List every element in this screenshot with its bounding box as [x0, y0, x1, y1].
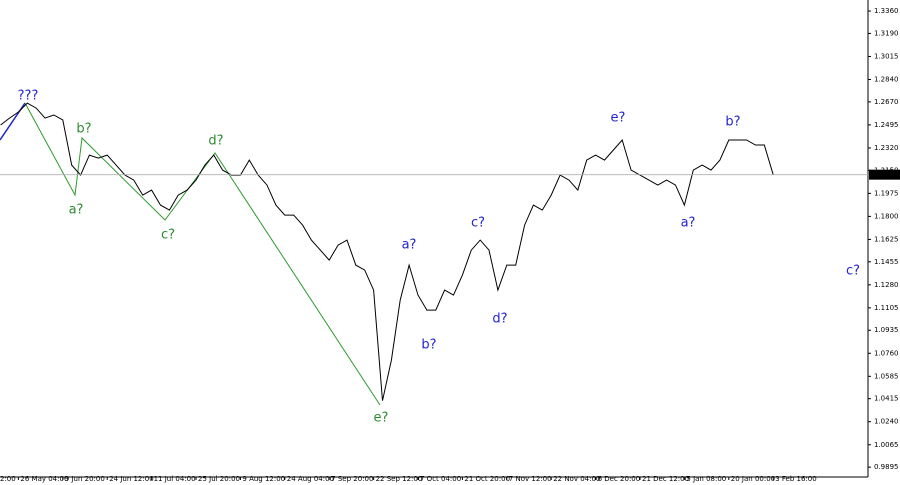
plot: [0, 102, 774, 401]
y-tick-label: 1.2840: [874, 76, 899, 84]
wave-label: e?: [374, 411, 389, 426]
y-tick-label: 1.1105: [874, 304, 899, 312]
wave-label: a?: [402, 238, 417, 253]
y-tick-label: 1.0240: [874, 418, 899, 426]
wave-label: c?: [161, 228, 175, 243]
y-tick-label: 1.2495: [874, 121, 899, 129]
wave-label: b?: [421, 338, 436, 353]
wave-label: c?: [471, 216, 485, 231]
x-tick-label: 24 Jun 12:00: [109, 475, 153, 483]
x-tick-label: 26 May 04:00: [20, 475, 68, 483]
y-tick-label: 1.1800: [874, 212, 899, 220]
x-tick-label: 20 Jan 00:00: [731, 475, 775, 483]
x-tick-label: 22 Sep 12:00: [376, 475, 423, 483]
x-tick-label: 24 Aug 04:00: [287, 475, 334, 483]
y-tick-label: 1.3360: [874, 7, 899, 15]
x-tick-label: 7 Nov 12:00: [509, 475, 552, 483]
y-tick-label: 0.9895: [874, 463, 899, 471]
wave-line: [24, 102, 381, 406]
wave-label: a?: [681, 216, 696, 231]
wave-label: c?: [846, 264, 860, 279]
x-tick-label: 3 Feb 16:00: [775, 475, 816, 483]
x-tick-label: 21 Oct 20:00: [464, 475, 510, 483]
x-tick-label: 2:00: [0, 475, 16, 483]
wave-label: a?: [69, 203, 84, 218]
x-tick-label: 5 Jan 08:00: [686, 475, 726, 483]
price-line: [0, 102, 774, 401]
y-tick-label: 1.1455: [874, 258, 899, 266]
y-tick-label: 1.3190: [874, 29, 899, 37]
y-tick-label: 1.0585: [874, 372, 899, 380]
x-tick-label: 21 Dec 12:00: [642, 475, 689, 483]
wave-label: d?: [208, 134, 223, 149]
wave-label: d?: [492, 312, 507, 327]
y-tick-label: 1.2320: [874, 144, 899, 152]
wave-label: e?: [611, 111, 626, 126]
x-tick-label: 6 Dec 20:00: [598, 475, 641, 483]
x-tick-label: 9 Jun 20:00: [65, 475, 105, 483]
x-tick-label: 22 Nov 04:00: [553, 475, 600, 483]
wave-label: b?: [725, 115, 740, 130]
y-tick-label: 1.0415: [874, 395, 899, 403]
y-tick-label: 1.2670: [874, 98, 899, 106]
x-tick-label: 7 Sep 20:00: [331, 475, 373, 483]
y-tick-label: 1.0065: [874, 441, 899, 449]
wave-label: b?: [76, 122, 91, 137]
x-tick-label: 7 Oct 04:00: [420, 475, 461, 483]
current-price-label: 1.2117: [872, 171, 897, 179]
y-tick-label: 1.0935: [874, 326, 899, 334]
y-tick-label: 1.1975: [874, 189, 899, 197]
wave-label: ???: [18, 89, 39, 104]
y-tick-label: 1.1625: [874, 235, 899, 243]
x-tick-label: 9 Aug 12:00: [242, 475, 285, 483]
y-tick-label: 1.1280: [874, 281, 899, 289]
y-tick-label: 1.0760: [874, 349, 899, 357]
current-price-box: [869, 169, 900, 180]
x-tick-label: 11 Jul 04:00: [154, 475, 196, 483]
y-tick-label: 1.3015: [874, 52, 899, 60]
x-tick-label: 25 Jul 20:00: [198, 475, 240, 483]
